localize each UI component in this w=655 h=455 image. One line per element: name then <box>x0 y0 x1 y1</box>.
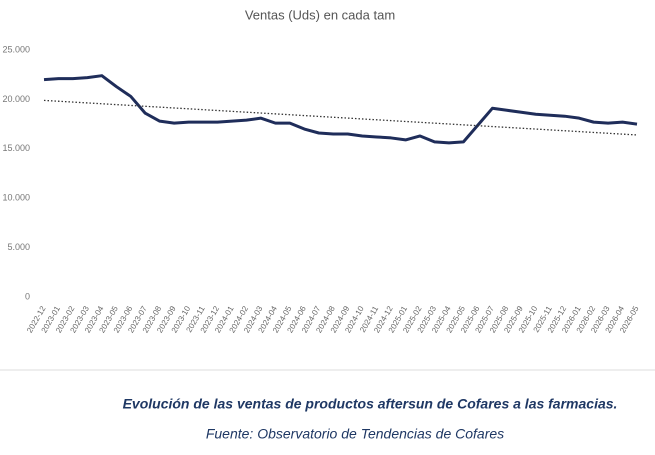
y-tick-label: 15.000 <box>2 143 30 153</box>
trend-line <box>43 99 638 136</box>
y-tick-label: 5.000 <box>7 242 30 252</box>
y-tick-label: 25.000 <box>2 44 30 54</box>
y-tick-label: 10.000 <box>2 193 30 203</box>
data-line <box>43 74 638 145</box>
source: Fuente: Observatorio de Tendencias de Co… <box>206 426 504 442</box>
y-tick-label: 20.000 <box>2 94 30 104</box>
caption: Evolución de las ventas de productos aft… <box>123 396 618 412</box>
y-tick-label: 0 <box>25 291 30 301</box>
chart-title: Ventas (Uds) en cada tam <box>245 7 395 22</box>
